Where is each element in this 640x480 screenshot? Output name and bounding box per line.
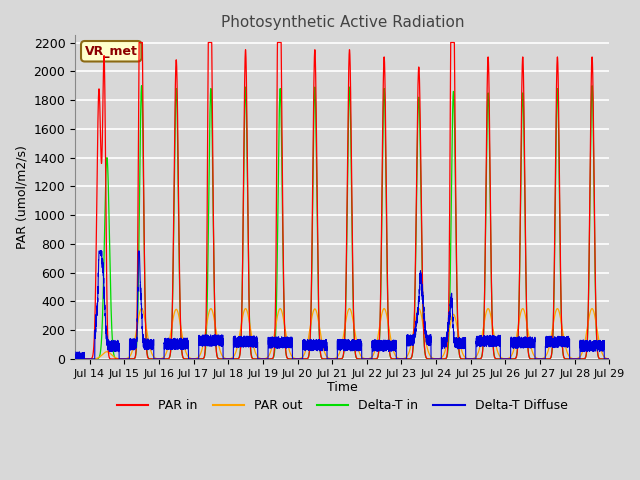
Delta-T in bbox=[583, 345, 591, 351]
Delta-T in bbox=[577, 356, 584, 362]
PAR out bbox=[324, 355, 332, 360]
PAR out bbox=[577, 353, 584, 359]
PAR in bbox=[605, 356, 613, 362]
PAR out bbox=[583, 327, 591, 333]
PAR in bbox=[583, 344, 591, 349]
Delta-T Diffuse bbox=[605, 356, 613, 362]
Legend: PAR in, PAR out, Delta-T in, Delta-T Diffuse: PAR in, PAR out, Delta-T in, Delta-T Dif… bbox=[112, 395, 573, 418]
Delta-T Diffuse bbox=[72, 356, 79, 362]
Line: Delta-T Diffuse: Delta-T Diffuse bbox=[75, 251, 609, 359]
PAR in bbox=[577, 356, 584, 362]
PAR out bbox=[605, 356, 613, 362]
Delta-T in bbox=[71, 356, 79, 362]
Delta-T in bbox=[462, 356, 470, 362]
PAR out bbox=[253, 352, 260, 358]
PAR in bbox=[71, 356, 79, 362]
PAR in bbox=[253, 356, 260, 362]
Delta-T Diffuse bbox=[477, 342, 484, 348]
Delta-T in bbox=[138, 83, 145, 88]
Delta-T Diffuse bbox=[71, 349, 79, 355]
Delta-T Diffuse bbox=[583, 339, 591, 345]
PAR out bbox=[462, 355, 470, 360]
Line: Delta-T in: Delta-T in bbox=[75, 85, 609, 359]
Delta-T Diffuse bbox=[324, 356, 332, 362]
Line: PAR out: PAR out bbox=[75, 309, 609, 359]
Delta-T in bbox=[605, 356, 613, 362]
PAR in bbox=[477, 356, 484, 361]
Title: Photosynthetic Active Radiation: Photosynthetic Active Radiation bbox=[221, 15, 464, 30]
PAR out bbox=[242, 306, 250, 312]
Delta-T in bbox=[324, 356, 332, 362]
PAR out bbox=[477, 340, 484, 346]
Delta-T in bbox=[253, 356, 260, 362]
Text: VR_met: VR_met bbox=[84, 45, 138, 58]
Delta-T Diffuse bbox=[462, 356, 470, 362]
Delta-T Diffuse bbox=[253, 338, 260, 344]
PAR in bbox=[324, 356, 332, 362]
PAR out bbox=[71, 356, 79, 362]
Line: PAR in: PAR in bbox=[75, 43, 609, 359]
Delta-T Diffuse bbox=[95, 248, 103, 254]
X-axis label: Time: Time bbox=[327, 382, 358, 395]
Delta-T in bbox=[477, 356, 484, 361]
Y-axis label: PAR (umol/m2/s): PAR (umol/m2/s) bbox=[15, 145, 28, 249]
Delta-T Diffuse bbox=[577, 345, 584, 350]
PAR in bbox=[135, 40, 143, 46]
PAR in bbox=[462, 356, 470, 362]
